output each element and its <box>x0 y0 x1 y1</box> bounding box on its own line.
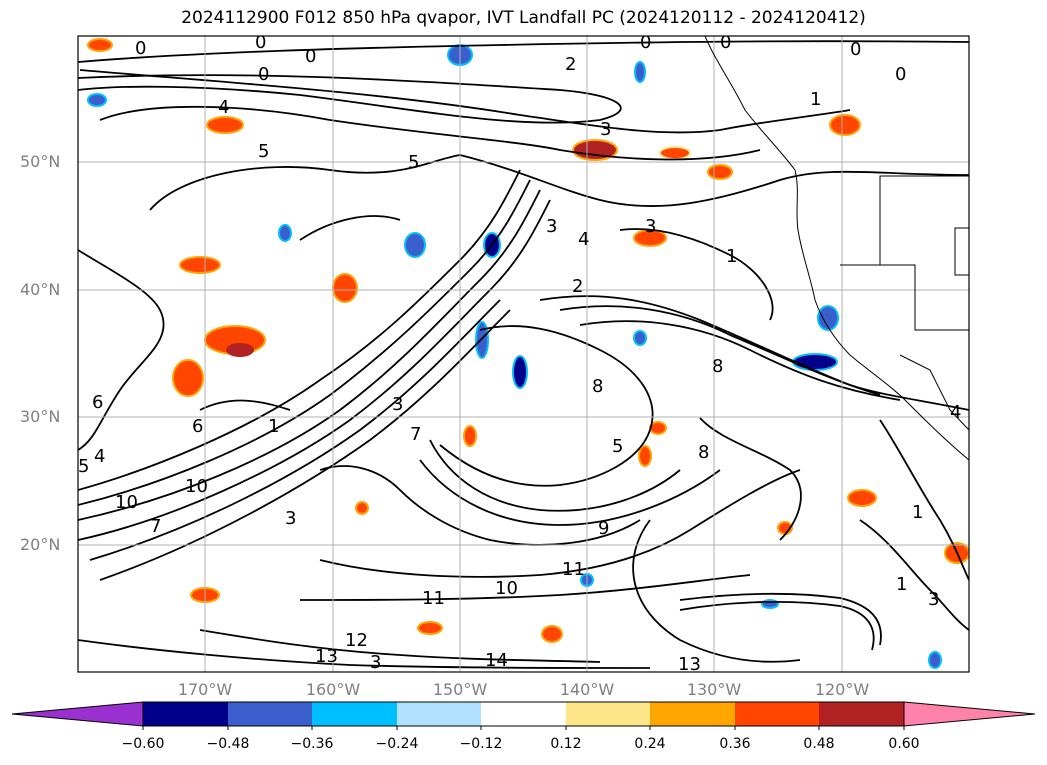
lon-label: 140°W <box>559 680 615 699</box>
contour-label: 10 <box>185 476 208 497</box>
contour-label: 3 <box>928 589 939 610</box>
ivt-contours <box>78 40 969 669</box>
contour-label: 5 <box>408 152 419 173</box>
contour-label: 4 <box>950 402 961 423</box>
contour-label: 10 <box>495 578 518 599</box>
colorbar-tick-label: 0.24 <box>634 736 666 752</box>
colorbar <box>11 701 1036 730</box>
lon-label: 170°W <box>177 680 233 699</box>
colorbar-tick-label: −0.48 <box>206 736 250 752</box>
contour-label: 5 <box>612 436 623 457</box>
contour-label: 10 <box>115 492 138 513</box>
colorbar-tick-label: −0.24 <box>375 736 419 752</box>
contour-label: 3 <box>370 652 381 673</box>
lat-label: 40°N <box>20 280 61 299</box>
contour-label: 0 <box>305 46 316 67</box>
contour-label: 0 <box>258 64 269 85</box>
colorbar-tick-label: −0.12 <box>459 736 503 752</box>
lon-label: 150°W <box>432 680 488 699</box>
lat-label: 20°N <box>20 535 61 554</box>
colorbar-tick-label: 0.48 <box>803 736 835 752</box>
contour-label: 2 <box>565 54 576 75</box>
colorbar-segment <box>228 702 312 726</box>
contour-label: 4 <box>94 446 105 467</box>
colorbar-tick-label: −0.60 <box>121 736 165 752</box>
contour-label: 0 <box>135 38 146 59</box>
contour-label: 3 <box>645 216 656 237</box>
map-frame <box>77 35 970 673</box>
colorbar-segment <box>735 702 819 726</box>
colorbar-segment <box>481 702 566 726</box>
negative-anomaly-patches <box>87 44 942 669</box>
lat-label: 50°N <box>20 152 61 171</box>
contour-label: 0 <box>850 39 861 60</box>
contour-label: 3 <box>546 216 557 237</box>
contour-label: 1 <box>912 502 923 523</box>
colorbar-segment <box>819 702 904 726</box>
colorbar-segment <box>650 702 735 726</box>
contour-label: 3 <box>392 394 403 415</box>
contour-label: 8 <box>712 356 723 377</box>
contour-label: 3 <box>285 508 296 529</box>
contour-label: 1 <box>268 416 279 437</box>
contour-label: 11 <box>562 559 585 580</box>
contour-label: 0 <box>895 64 906 85</box>
colorbar-segment <box>566 702 650 726</box>
coastline <box>704 36 969 461</box>
contour-label: 12 <box>345 630 368 651</box>
contour-labels: 0 0 0 0 0 0 0 0 2 3 1 4 5 5 3 3 4 1 2 3 … <box>78 32 961 675</box>
contour-label: 5 <box>258 141 269 162</box>
contour-label: 4 <box>578 229 589 250</box>
lat-label: 30°N <box>20 407 61 426</box>
contour-label: 5 <box>78 456 89 477</box>
lon-label: 160°W <box>305 680 361 699</box>
contour-label: 0 <box>640 32 651 53</box>
contour-label: 0 <box>255 32 266 53</box>
contour-label: 1 <box>810 89 821 110</box>
contour-label: 7 <box>410 424 421 445</box>
contour-label: 6 <box>92 392 103 413</box>
contour-label: 6 <box>192 416 203 437</box>
map-panel: 0 0 0 0 0 0 0 0 2 3 1 4 5 5 3 3 4 1 2 3 … <box>78 32 969 675</box>
contour-label: 8 <box>592 376 603 397</box>
contour-label: 11 <box>422 588 445 609</box>
colorbar-tick-label: −0.36 <box>290 736 334 752</box>
contour-label: 13 <box>315 646 338 667</box>
graticule <box>78 36 969 672</box>
contour-label: 4 <box>218 97 229 118</box>
colorbar-extend-low <box>11 701 144 727</box>
contour-label: 9 <box>598 518 609 539</box>
contour-label: 3 <box>600 119 611 140</box>
colorbar-tick-label: 0.12 <box>550 736 582 752</box>
colorbar-tick-label: 0.36 <box>719 736 751 752</box>
positive-anomaly-patches <box>87 38 969 643</box>
lon-label: 120°W <box>814 680 870 699</box>
contour-label: 0 <box>720 32 731 53</box>
contour-label: 2 <box>572 276 583 297</box>
contour-label: 14 <box>485 650 508 671</box>
colorbar-segment <box>143 702 228 726</box>
contour-label: 1 <box>896 574 907 595</box>
colorbar-segment <box>397 702 481 726</box>
contour-label: 8 <box>698 442 709 463</box>
contour-label: 7 <box>150 516 161 537</box>
colorbar-segment <box>312 702 397 726</box>
lon-label: 130°W <box>686 680 742 699</box>
map-title: 2024112900 F012 850 hPa qvapor, IVT Land… <box>181 8 866 28</box>
colorbar-tick-label: 0.60 <box>888 736 920 752</box>
contour-label: 13 <box>678 654 701 675</box>
colorbar-extend-high <box>903 701 1036 727</box>
contour-label: 1 <box>726 246 737 267</box>
